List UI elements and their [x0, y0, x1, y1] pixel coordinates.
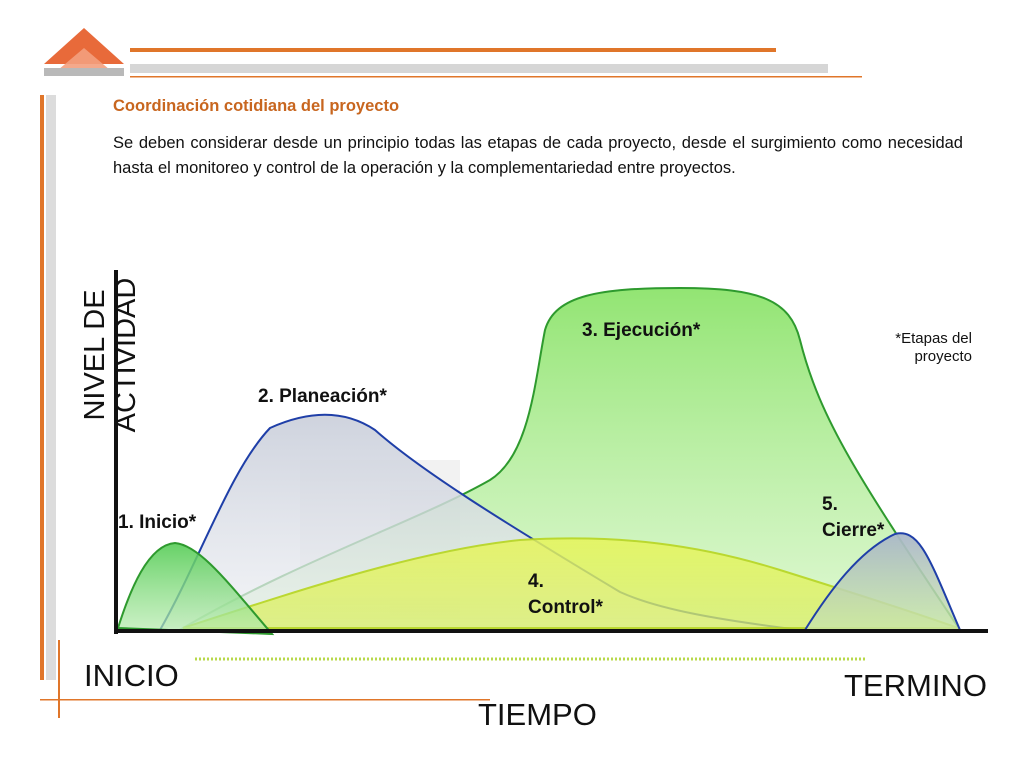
stage-inicio-area: [116, 541, 275, 636]
left-bar-thin: [58, 640, 60, 718]
header-line-orange: [130, 48, 776, 52]
x-axis-label: TIEMPO: [478, 697, 597, 732]
header-line-gray: [130, 64, 828, 73]
x-start-label: INICIO: [84, 658, 179, 693]
left-bar-gray: [46, 95, 56, 680]
header-line-thin: [130, 76, 862, 78]
left-bar-orange: [40, 95, 44, 680]
section-subtitle: Coordinación cotidiana del proyecto: [113, 97, 400, 115]
stage-label-inicio: 1. Inicio*: [118, 512, 197, 533]
stage-label-cierre: 5. Cierre*: [822, 494, 885, 541]
section-description: Se deben considerar desde un principio t…: [113, 134, 963, 177]
stage-label-control: 4. Control*: [528, 571, 603, 618]
bottom-line-thin: [40, 699, 490, 701]
stage-cierre-area: [803, 532, 962, 631]
y-axis-label: NIVEL DE ACTIVIDAD: [79, 277, 142, 433]
x-end-label: TERMINO: [844, 668, 987, 703]
stages-note: *Etapas del proyecto: [895, 330, 972, 365]
logo-triangle-icon: [44, 28, 124, 76]
stage-label-ejecucion: 3. Ejecución*: [582, 320, 701, 341]
stage-label-planeacion: 2. Planeación*: [258, 386, 387, 407]
